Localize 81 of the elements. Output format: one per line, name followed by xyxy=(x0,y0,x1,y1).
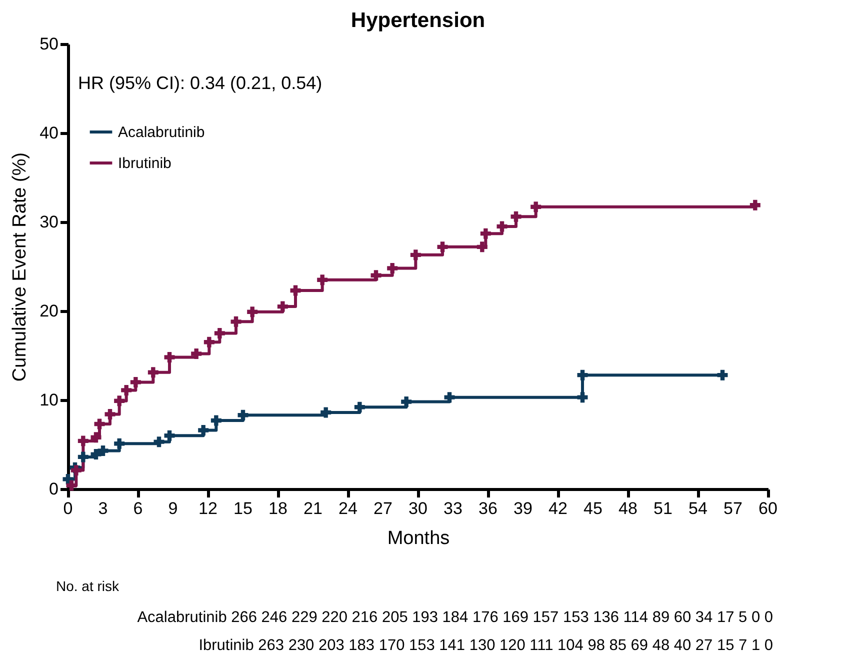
legend-label: Acalabrutinib xyxy=(118,124,205,141)
x-tick-label: 60 xyxy=(758,499,778,518)
point xyxy=(164,352,175,363)
y-tick-label: 0 xyxy=(49,480,58,498)
point xyxy=(496,221,508,232)
point xyxy=(148,367,158,378)
point xyxy=(238,410,248,420)
y-tick-label: 40 xyxy=(40,124,58,142)
chart-title: Hypertension xyxy=(350,9,486,32)
x-tick-label: 54 xyxy=(688,499,708,518)
x-tick-label: 30 xyxy=(408,499,428,518)
x-tick-label: 21 xyxy=(304,499,322,518)
point xyxy=(577,370,588,380)
y-tick-label: 20 xyxy=(40,302,58,320)
point xyxy=(191,348,202,359)
point xyxy=(114,396,125,406)
x-tick-label: 57 xyxy=(724,499,742,518)
y-tick-label: 30 xyxy=(40,212,58,232)
point xyxy=(476,242,488,252)
x-tick-label: 27 xyxy=(374,499,392,518)
x-tick-label: 18 xyxy=(268,499,288,518)
text: No. at risk xyxy=(56,578,120,594)
point xyxy=(154,436,164,448)
point xyxy=(247,306,258,318)
legend-label: Ibrutinib xyxy=(118,155,172,172)
x-tick-label: 39 xyxy=(514,499,532,518)
point xyxy=(401,396,412,408)
point xyxy=(94,418,105,430)
x-tick-label: 33 xyxy=(444,499,462,518)
point xyxy=(320,407,332,418)
x-tick-label: 3 xyxy=(98,499,108,518)
point xyxy=(70,465,82,476)
text: Ibrutinib 263 230 203 183 170 153 141 130 120 111 104 98 85 69 48 40 27 15 7 1 0 xyxy=(198,637,774,654)
x-tick-label: 45 xyxy=(584,499,602,518)
point xyxy=(90,432,102,443)
point xyxy=(130,376,141,388)
point xyxy=(114,438,125,449)
point xyxy=(98,445,108,456)
x-tick-label: 36 xyxy=(478,499,498,518)
point xyxy=(78,452,88,462)
x-tick-label: 48 xyxy=(618,499,638,518)
x-tick-label: 42 xyxy=(548,499,568,518)
y-axis-title: Cumulative Event Rate (%) xyxy=(10,152,31,382)
point xyxy=(510,211,522,222)
point xyxy=(387,263,398,274)
point xyxy=(577,392,588,403)
point xyxy=(230,316,242,327)
point xyxy=(66,480,77,491)
point xyxy=(210,415,222,426)
point xyxy=(164,430,175,441)
x-axis-title: Months xyxy=(387,528,450,549)
y-tick-label: 50 xyxy=(40,34,58,54)
x-tick-label: 6 xyxy=(133,499,143,518)
text: Acalabrutinib 266 246 229 220 216 205 193 184 176 169 157 153 136 114 89 60 34 17 5 0 0 xyxy=(137,609,774,626)
point xyxy=(750,200,760,210)
point xyxy=(290,285,301,296)
point xyxy=(437,242,448,252)
x-tick-label: 51 xyxy=(654,499,672,518)
point xyxy=(198,425,209,436)
x-tick-label: 12 xyxy=(198,499,218,518)
point xyxy=(480,228,491,239)
y-tick-label: 10 xyxy=(40,390,58,410)
point xyxy=(530,202,542,212)
point xyxy=(444,392,455,403)
point xyxy=(277,301,288,312)
point xyxy=(214,328,225,338)
point xyxy=(717,370,728,380)
point xyxy=(354,402,365,412)
point xyxy=(78,436,88,446)
annotation: HR (95% CI): 0.34 (0.21, 0.54) xyxy=(78,73,322,93)
point xyxy=(104,408,116,420)
point xyxy=(410,250,421,260)
x-tick-label: 9 xyxy=(168,499,178,518)
point xyxy=(204,336,214,348)
x-tick-label: 15 xyxy=(234,499,252,518)
x-tick-label: 0 xyxy=(63,499,73,518)
point xyxy=(317,274,328,286)
point xyxy=(121,384,132,396)
x-tick-label: 24 xyxy=(338,499,358,518)
point xyxy=(370,270,382,281)
point xyxy=(90,449,102,460)
